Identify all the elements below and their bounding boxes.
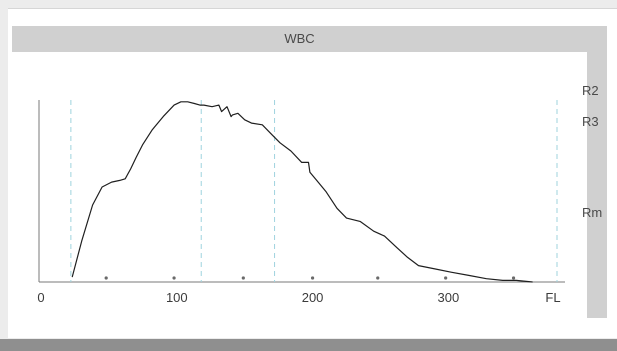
x-tick-label-200: 200: [302, 290, 324, 305]
x-axis-unit-label: FL: [545, 290, 560, 305]
x-tick-label-300: 300: [438, 290, 460, 305]
header-bar: WBC: [12, 26, 607, 52]
chart-title: WBC: [284, 31, 315, 46]
rm-label: Rm: [582, 205, 603, 220]
r2-label: R2: [582, 83, 599, 98]
panel-border: [8, 8, 617, 9]
wbc-curve: [71, 101, 533, 283]
axis-dot-0: [104, 276, 108, 280]
x-tick-label-100: 100: [166, 290, 188, 305]
bottom-strip: [0, 339, 617, 351]
axis-dot-4: [376, 276, 380, 280]
axis-dot-6: [511, 276, 516, 280]
x-tick-label-0: 0: [37, 290, 44, 305]
axis-dot-2: [241, 276, 245, 280]
r3-label: R3: [582, 114, 599, 129]
right-side-bar: [587, 26, 607, 318]
axis-dot-5: [444, 276, 448, 280]
axis-dot-1: [172, 276, 176, 280]
histogram-panel: [8, 8, 617, 338]
axis-dot-3: [310, 276, 315, 280]
